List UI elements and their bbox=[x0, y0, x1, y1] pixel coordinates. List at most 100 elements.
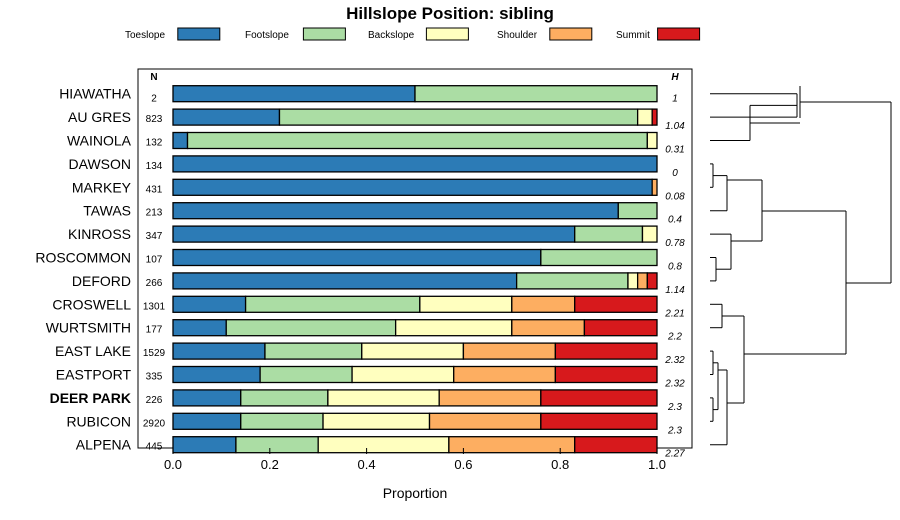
bar-segment-summit bbox=[583, 319, 658, 337]
bar-segment-backslope bbox=[636, 108, 653, 126]
row-label: EASTPORT bbox=[56, 367, 132, 383]
bar-segment-toeslope bbox=[172, 178, 653, 196]
bar-row: EASTPORT 335 2.32 bbox=[56, 365, 685, 390]
row-label: RUBICON bbox=[66, 413, 131, 429]
n-count-label: 1529 bbox=[143, 348, 166, 359]
row-label: WURTSMITH bbox=[46, 320, 131, 336]
bar-segment-footslope bbox=[574, 225, 644, 243]
bar-segment-summit bbox=[540, 412, 658, 430]
bar-row: WAINOLA 132 0.31 bbox=[67, 131, 685, 156]
bar-segment-footslope bbox=[240, 412, 324, 430]
bar-segment-shoulder bbox=[511, 295, 576, 313]
legend-swatch-shoulder bbox=[549, 27, 593, 41]
h-value-label: 0.4 bbox=[668, 215, 682, 226]
bar-segment-shoulder bbox=[428, 412, 542, 430]
bar-segment-toeslope bbox=[172, 342, 266, 360]
bar-segment-toeslope bbox=[172, 202, 619, 220]
row-label: ALPENA bbox=[76, 437, 132, 453]
bar-row: KINROSS 347 0.78 bbox=[68, 225, 685, 249]
bar-segment-toeslope bbox=[172, 412, 242, 430]
legend-label-backslope: Backslope bbox=[368, 30, 415, 41]
bar-segment-backslope bbox=[361, 342, 465, 360]
legend-swatch-footslope bbox=[302, 27, 346, 41]
n-count-label: 226 bbox=[146, 395, 163, 406]
row-label: DEFORD bbox=[72, 273, 131, 289]
x-tick-label: 0.0 bbox=[164, 457, 182, 472]
bar-row: DEFORD 266 1.14 bbox=[72, 272, 685, 296]
row-label: EAST LAKE bbox=[55, 343, 131, 359]
bar-segment-footslope bbox=[186, 131, 648, 150]
bar-segment-footslope bbox=[515, 272, 629, 290]
bar-row: CROSWELL 1301 2.21 bbox=[52, 295, 685, 319]
h-value-label: 2.32 bbox=[664, 379, 685, 390]
bar-row: ALPENA 445 2.27 bbox=[76, 436, 685, 460]
n-count-label: 431 bbox=[146, 184, 163, 195]
bar-segment-footslope bbox=[225, 319, 397, 337]
bar-segment-toeslope bbox=[172, 85, 416, 103]
bar-row: ROSCOMMON 107 0.8 bbox=[35, 248, 682, 273]
bar-segment-backslope bbox=[322, 412, 431, 430]
bar-segment-footslope bbox=[264, 342, 363, 360]
bar-segment-backslope bbox=[646, 131, 658, 150]
h-value-label: 2.21 bbox=[664, 308, 684, 319]
bar-segment-shoulder bbox=[453, 365, 557, 384]
x-tick-label: 0.6 bbox=[454, 457, 472, 472]
legend-label-summit: Summit bbox=[616, 30, 650, 41]
row-label: CROSWELL bbox=[52, 296, 131, 312]
chart-title: Hillslope Position: sibling bbox=[346, 4, 554, 23]
bar-row: DAWSON 134 0 bbox=[69, 155, 678, 179]
row-label: DAWSON bbox=[69, 156, 131, 172]
bar-segment-backslope bbox=[317, 436, 450, 454]
bar-segment-shoulder bbox=[438, 389, 542, 407]
bar-segment-footslope bbox=[240, 389, 329, 407]
bar-segment-footslope bbox=[278, 108, 639, 126]
bar-segment-backslope bbox=[351, 365, 455, 384]
bar-segment-backslope bbox=[641, 225, 658, 243]
n-count-label: 347 bbox=[146, 231, 163, 242]
bar-segment-summit bbox=[651, 108, 658, 126]
bar-segment-summit bbox=[540, 389, 658, 407]
h-value-label: 2.32 bbox=[664, 355, 685, 366]
legend-label-shoulder: Shoulder bbox=[497, 30, 538, 41]
bar-segment-footslope bbox=[244, 295, 421, 313]
bar-segment-toeslope bbox=[172, 225, 576, 243]
bar-segment-footslope bbox=[235, 436, 319, 454]
bar-row: WURTSMITH 177 2.2 bbox=[46, 319, 682, 343]
bar-segment-shoulder bbox=[448, 436, 576, 454]
bar-segment-backslope bbox=[627, 272, 639, 290]
n-count-label: 266 bbox=[146, 278, 163, 289]
bar-segment-footslope bbox=[540, 248, 658, 267]
legend-swatch-backslope bbox=[425, 27, 469, 41]
n-count-label: 213 bbox=[146, 208, 163, 219]
row-label: MARKEY bbox=[72, 179, 132, 195]
bar-row: MARKEY 431 0.08 bbox=[72, 178, 685, 202]
n-count-label: 1301 bbox=[143, 301, 166, 312]
bar-row: HIAWATHA 2 1 bbox=[59, 85, 678, 105]
bar-segment-summit bbox=[574, 295, 658, 313]
bar-segment-shoulder bbox=[636, 272, 648, 290]
legend-swatch-toeslope bbox=[177, 27, 221, 41]
bar-row: EAST LAKE 1529 2.32 bbox=[55, 342, 685, 366]
bar-row: AU GRES 823 1.04 bbox=[68, 108, 685, 132]
chart-legend: Toeslope Footslope Backslope Shoulder Summit bbox=[125, 27, 701, 41]
h-value-label: 2.3 bbox=[667, 402, 682, 413]
bar-segment-toeslope bbox=[172, 389, 242, 407]
x-tick-label: 0.2 bbox=[261, 457, 279, 472]
h-value-label: 1.14 bbox=[665, 285, 685, 296]
bar-segment-toeslope bbox=[172, 365, 261, 384]
bar-segment-toeslope bbox=[172, 272, 518, 290]
bar-segment-toeslope bbox=[172, 436, 237, 454]
bar-segment-toeslope bbox=[172, 155, 658, 173]
x-tick-label: 0.8 bbox=[551, 457, 569, 472]
n-header: N bbox=[150, 72, 157, 83]
bar-segment-toeslope bbox=[172, 248, 542, 267]
bar-row: DEER PARK 226 2.3 bbox=[50, 389, 682, 413]
row-label: WAINOLA bbox=[67, 133, 132, 149]
n-count-label: 107 bbox=[146, 255, 163, 266]
h-value-label: 2.2 bbox=[667, 332, 682, 343]
bar-segment-summit bbox=[574, 436, 658, 454]
h-value-label: 1 bbox=[672, 94, 678, 105]
n-count-label: 445 bbox=[146, 442, 163, 453]
